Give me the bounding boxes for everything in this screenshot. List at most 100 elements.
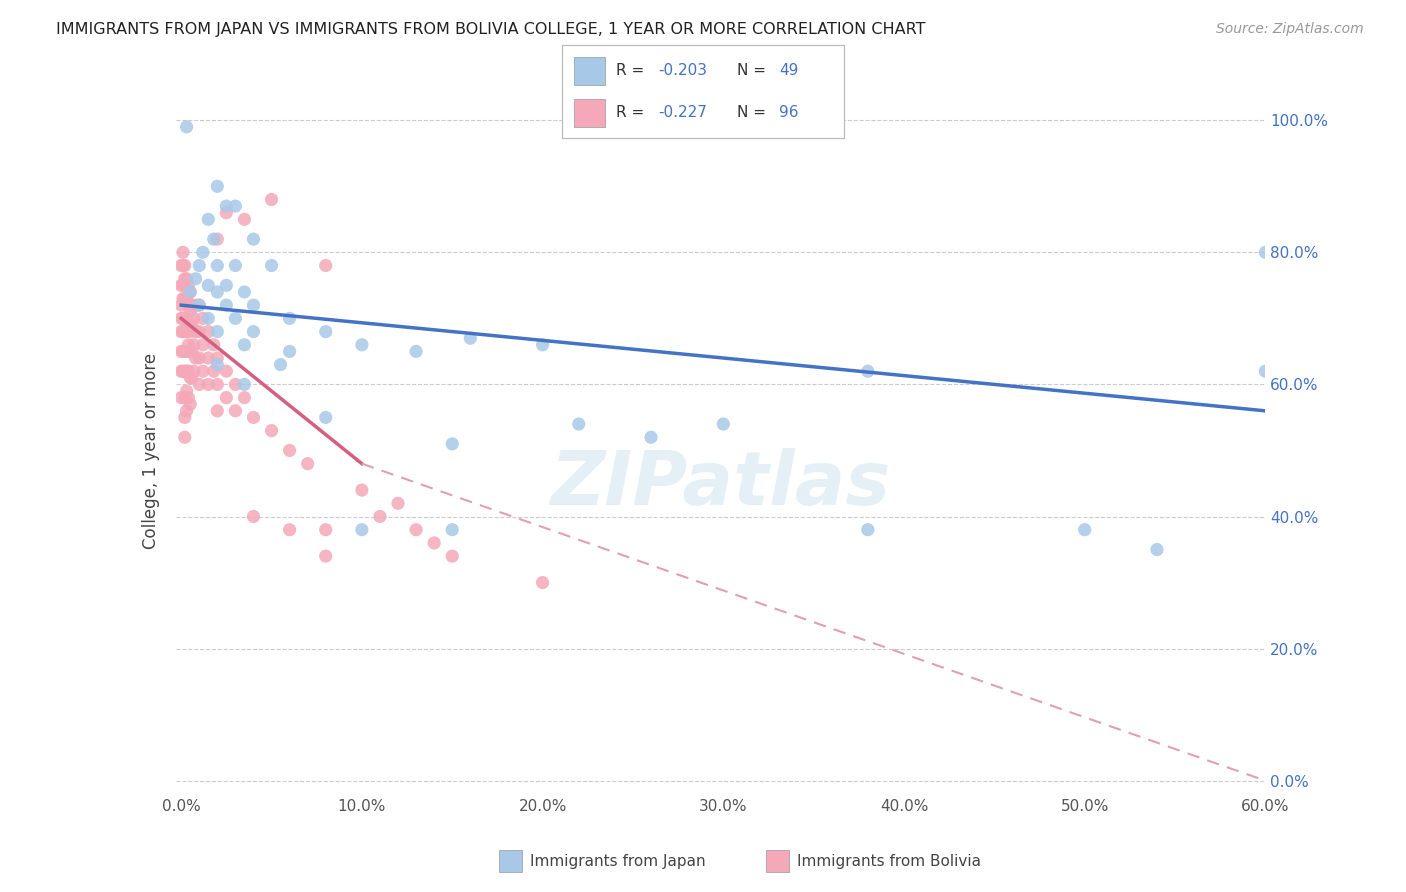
Point — [170, 278, 193, 293]
Point — [387, 496, 409, 510]
Point — [1254, 245, 1277, 260]
Text: N =: N = — [737, 105, 770, 120]
Point — [177, 278, 200, 293]
Point — [405, 344, 427, 359]
Point — [177, 318, 200, 332]
Point — [170, 364, 193, 378]
Point — [531, 575, 554, 590]
Point — [315, 523, 337, 537]
Point — [176, 292, 198, 306]
Point — [176, 404, 198, 418]
Point — [173, 344, 195, 359]
Point — [191, 338, 214, 352]
Point — [441, 437, 464, 451]
Point — [215, 298, 238, 312]
Point — [176, 344, 198, 359]
Point — [181, 371, 204, 385]
Point — [278, 311, 301, 326]
Point — [173, 259, 195, 273]
Point — [176, 384, 198, 398]
Point — [207, 358, 229, 372]
Point — [368, 509, 391, 524]
Point — [188, 377, 211, 392]
Point — [191, 364, 214, 378]
Point — [441, 523, 464, 537]
Point — [183, 311, 205, 326]
Point — [184, 325, 207, 339]
Point — [184, 271, 207, 285]
Point — [172, 278, 194, 293]
Point — [181, 318, 204, 332]
Point — [170, 311, 193, 326]
Y-axis label: College, 1 year or more: College, 1 year or more — [142, 352, 160, 549]
Point — [179, 305, 201, 319]
Point — [350, 523, 373, 537]
Point — [176, 325, 198, 339]
Point — [177, 338, 200, 352]
Point — [242, 232, 264, 246]
Point — [207, 259, 229, 273]
Point — [184, 298, 207, 312]
Text: R =: R = — [616, 63, 650, 78]
Point — [260, 424, 283, 438]
Point — [315, 325, 337, 339]
Point — [173, 391, 195, 405]
Point — [176, 120, 198, 134]
Point — [176, 311, 198, 326]
Point — [207, 351, 229, 365]
Point — [207, 377, 229, 392]
Text: N =: N = — [737, 63, 770, 78]
Point — [197, 278, 219, 293]
Point — [224, 311, 246, 326]
Text: ZIPatlas: ZIPatlas — [551, 449, 890, 521]
Point — [215, 205, 238, 219]
Text: -0.203: -0.203 — [658, 63, 707, 78]
Point — [173, 325, 195, 339]
Point — [233, 391, 256, 405]
Point — [1146, 542, 1168, 557]
Point — [224, 199, 246, 213]
Point — [172, 259, 194, 273]
Point — [172, 245, 194, 260]
Text: IMMIGRANTS FROM JAPAN VS IMMIGRANTS FROM BOLIVIA COLLEGE, 1 YEAR OR MORE CORRELA: IMMIGRANTS FROM JAPAN VS IMMIGRANTS FROM… — [56, 22, 925, 37]
Point — [207, 285, 229, 299]
Point — [173, 292, 195, 306]
Point — [173, 410, 195, 425]
Point — [233, 285, 256, 299]
Point — [224, 404, 246, 418]
Point — [278, 523, 301, 537]
Point — [568, 417, 591, 431]
Point — [856, 364, 879, 378]
Point — [184, 351, 207, 365]
Point — [172, 292, 194, 306]
Point — [202, 338, 225, 352]
Point — [181, 298, 204, 312]
Point — [215, 199, 238, 213]
Point — [172, 325, 194, 339]
Point — [177, 364, 200, 378]
Point — [1254, 364, 1277, 378]
FancyBboxPatch shape — [574, 57, 605, 85]
Point — [233, 212, 256, 227]
Point — [260, 259, 283, 273]
Point — [170, 325, 193, 339]
Point — [181, 344, 204, 359]
Point — [242, 298, 264, 312]
Point — [188, 259, 211, 273]
Point — [215, 278, 238, 293]
Point — [207, 232, 229, 246]
Point — [207, 404, 229, 418]
Text: Immigrants from Japan: Immigrants from Japan — [530, 854, 706, 869]
Text: Immigrants from Bolivia: Immigrants from Bolivia — [797, 854, 981, 869]
Point — [179, 344, 201, 359]
Point — [350, 483, 373, 497]
Point — [173, 430, 195, 444]
Point — [170, 259, 193, 273]
Point — [224, 377, 246, 392]
Point — [197, 311, 219, 326]
Point — [202, 364, 225, 378]
Point — [173, 364, 195, 378]
Point — [197, 212, 219, 227]
Point — [270, 358, 292, 372]
Point — [172, 364, 194, 378]
